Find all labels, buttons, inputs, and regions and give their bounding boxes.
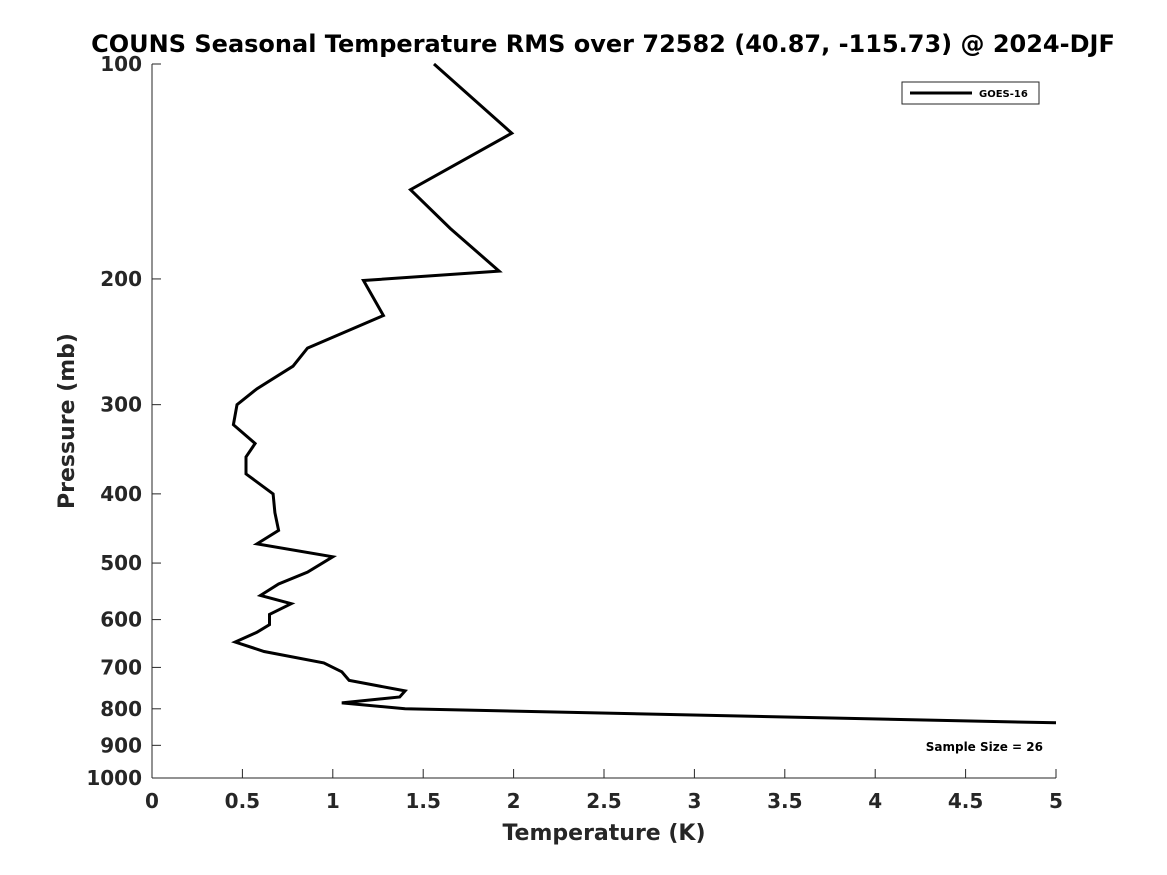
series-layer [231,62,1057,725]
x-tick-label: 0.5 [225,789,260,813]
y-tick-label: 1000 [86,766,142,790]
x-tick-label: 2.5 [586,789,621,813]
x-tick-label: 4.5 [948,789,983,813]
y-axis-label: Pressure (mb) [55,333,80,509]
x-tick-label: 4 [868,789,882,813]
x-axis-label: Temperature (K) [502,821,705,846]
chart-title: COUNS Seasonal Temperature RMS over 7258… [91,30,1115,58]
y-tick-label: 100 [100,52,142,76]
x-tick-label: 1 [326,789,340,813]
y-tick-label: 200 [100,267,142,291]
sample-size-annotation: Sample Size = 26 [926,740,1043,754]
x-tick-label: 2 [507,789,521,813]
x-tick-label: 1.5 [405,789,440,813]
plot-area [152,64,1056,778]
y-tick-label: 400 [100,482,142,506]
legend-label: GOES-16 [979,89,1028,100]
x-tick-label: 5 [1049,789,1063,813]
y-tick-label: 500 [100,551,142,575]
y-axis-ticks: 100 200 300 400 500 600 700 800 900 1000 [86,52,161,790]
x-tick-label: 3.5 [767,789,802,813]
y-tick-label: 700 [100,655,142,679]
y-tick-label: 800 [100,697,142,721]
x-tick-label: 0 [145,789,159,813]
x-tick-label: 3 [687,789,701,813]
legend: GOES-16 [901,81,1040,105]
y-tick-label: 900 [100,733,142,757]
series-line-goes-16 [231,62,1057,725]
y-tick-label: 600 [100,608,142,632]
x-axis-ticks: 0 0.5 1 1.5 2 2.5 3 3.5 4 4.5 5 [145,769,1063,813]
y-tick-label: 300 [100,393,142,417]
